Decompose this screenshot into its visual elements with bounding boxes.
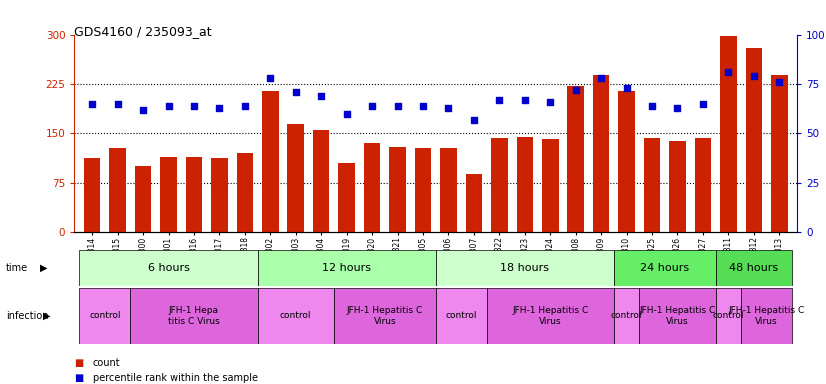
Point (365, 103, 378, 109)
Point (289, 89, 302, 95)
Point (620, 85, 634, 91)
Bar (466, 174, 482, 232)
Bar (236, 153, 253, 232)
Bar (160, 157, 177, 232)
Text: 18 hours: 18 hours (501, 263, 549, 273)
Bar (262, 91, 278, 232)
Point (442, 105, 455, 111)
Text: JFH-1 Hepatitis C
Virus: JFH-1 Hepatitis C Virus (347, 306, 423, 326)
Point (645, 103, 658, 109)
Point (748, 73, 761, 79)
Bar (440, 148, 457, 232)
Point (544, 99, 557, 105)
Bar (669, 141, 686, 232)
Bar (771, 75, 787, 232)
Text: infection: infection (6, 311, 48, 321)
Text: control: control (713, 311, 744, 320)
Bar (334, 288, 436, 344)
Point (213, 105, 226, 111)
Bar (491, 138, 508, 232)
Text: JFH-1 Hepa
titis C Virus: JFH-1 Hepa titis C Virus (168, 306, 220, 326)
Bar (715, 288, 741, 344)
Point (86, 101, 99, 107)
Bar (287, 124, 304, 232)
Point (136, 107, 150, 113)
Bar (109, 148, 126, 232)
Bar (79, 288, 131, 344)
Point (518, 97, 531, 103)
Text: ▶: ▶ (40, 263, 47, 273)
Text: 48 hours: 48 hours (729, 263, 778, 273)
Point (315, 93, 328, 99)
Point (772, 79, 786, 85)
Point (569, 87, 582, 93)
Bar (339, 163, 355, 232)
Text: 6 hours: 6 hours (148, 263, 189, 273)
Bar (84, 158, 101, 232)
Text: ■: ■ (74, 373, 83, 383)
Bar (567, 86, 584, 232)
Point (263, 75, 277, 81)
Bar (516, 137, 533, 232)
Point (493, 97, 506, 103)
Point (595, 75, 608, 81)
Point (111, 101, 124, 107)
Bar (542, 139, 558, 232)
Text: JFH-1 Hepatitis C
Virus: JFH-1 Hepatitis C Virus (512, 306, 588, 326)
Text: ■: ■ (74, 358, 83, 368)
Point (391, 103, 404, 109)
Text: control: control (280, 311, 311, 320)
Text: control: control (611, 311, 643, 320)
Bar (746, 48, 762, 232)
Bar (79, 250, 258, 286)
Bar (593, 75, 610, 232)
Text: percentile rank within the sample: percentile rank within the sample (93, 373, 258, 383)
Text: 24 hours: 24 hours (640, 263, 690, 273)
Bar (436, 288, 487, 344)
Point (671, 105, 684, 111)
Text: control: control (89, 311, 121, 320)
Bar (619, 91, 635, 232)
Text: time: time (6, 263, 28, 273)
Text: GDS4160 / 235093_at: GDS4160 / 235093_at (74, 25, 212, 38)
Text: 12 hours: 12 hours (322, 263, 371, 273)
Bar (258, 288, 334, 344)
Bar (715, 250, 792, 286)
Bar (186, 157, 202, 232)
Bar (135, 166, 151, 232)
Text: JFH-1 Hepatitis C
Virus: JFH-1 Hepatitis C Virus (639, 306, 715, 326)
Bar (211, 159, 228, 232)
Bar (131, 288, 258, 344)
Bar (741, 288, 792, 344)
Bar (258, 250, 436, 286)
Bar (313, 130, 330, 232)
Bar (643, 138, 660, 232)
Bar (614, 250, 715, 286)
Point (188, 103, 201, 109)
Text: JFH-1 Hepatitis C
Virus: JFH-1 Hepatitis C Virus (729, 306, 805, 326)
Bar (389, 147, 406, 232)
Bar (720, 36, 737, 232)
Point (722, 69, 735, 75)
Point (162, 103, 175, 109)
Point (340, 111, 354, 117)
Point (468, 116, 481, 122)
Bar (614, 288, 639, 344)
Bar (436, 250, 614, 286)
Text: control: control (445, 311, 477, 320)
Point (238, 103, 251, 109)
Bar (695, 138, 711, 232)
Text: count: count (93, 358, 120, 368)
Bar (363, 143, 380, 232)
Point (696, 101, 710, 107)
Bar (415, 148, 431, 232)
Text: ▶: ▶ (43, 311, 50, 321)
Point (416, 103, 430, 109)
Bar (639, 288, 715, 344)
Bar (487, 288, 614, 344)
